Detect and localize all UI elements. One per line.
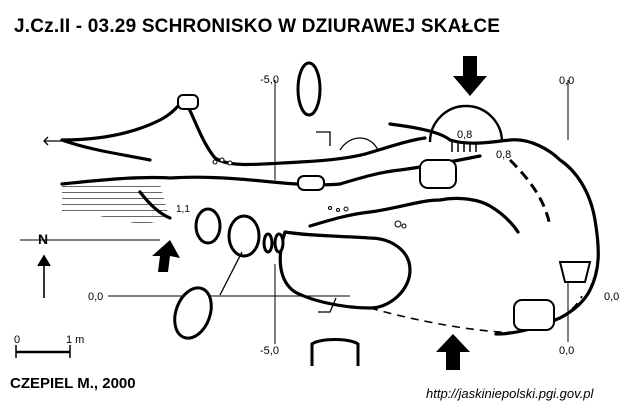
section-label-top-right: 0,0 [559, 75, 574, 87]
scale-start: 0 [14, 334, 20, 346]
boulder-mid [298, 176, 324, 190]
depth-label-entrance-lower: 0,8 [496, 149, 511, 161]
boulder-peak [178, 95, 198, 109]
section-label-bottom-left: -5,0 [260, 345, 279, 357]
north-pillar [298, 63, 320, 115]
small-pillar-b [275, 234, 283, 252]
small-pillar-a [264, 234, 272, 252]
section-label-left: 0,0 [88, 291, 103, 303]
boulder-east-edge [560, 262, 590, 282]
boulder-southeast [514, 300, 554, 330]
scale-end: 1 m [66, 334, 84, 346]
inner-rock-edge [310, 198, 518, 232]
arrow-top-down-icon [453, 56, 487, 96]
arrow-bottom-up-icon [436, 334, 470, 370]
curved-arrow [340, 138, 378, 150]
inner-drip-line [510, 160, 550, 226]
source-url: http://jaskiniepolski.pgi.gov.pl [426, 386, 593, 401]
thin-arrow-up [316, 132, 330, 146]
west-pillar [229, 216, 259, 256]
author-credit: CZEPIEL M., 2000 [10, 375, 136, 392]
section-label-top-left: -5,0 [260, 74, 279, 86]
mid-wall [340, 156, 480, 184]
scale-bar [16, 345, 70, 358]
depth-label-left-entrance: 1,1 [176, 204, 190, 215]
cross-section-profile [312, 340, 358, 367]
section-label-bottom-right: 0,0 [559, 345, 574, 357]
north-label: N [38, 231, 48, 247]
boulders [178, 95, 590, 330]
depth-label-entrance-upper: 0,8 [457, 129, 472, 141]
north-wall-west [62, 140, 150, 160]
arrow-left-up-icon [152, 240, 180, 272]
boulder-east [420, 160, 456, 188]
southwest-pillar [168, 283, 218, 343]
entrance-pillar-left [196, 209, 220, 243]
thin-arrow-sw [220, 252, 242, 295]
section-label-right: 0,0 [604, 291, 619, 303]
hatched-slope [62, 184, 170, 224]
north-arrow-icon [38, 256, 50, 298]
central-pillar [280, 232, 410, 308]
